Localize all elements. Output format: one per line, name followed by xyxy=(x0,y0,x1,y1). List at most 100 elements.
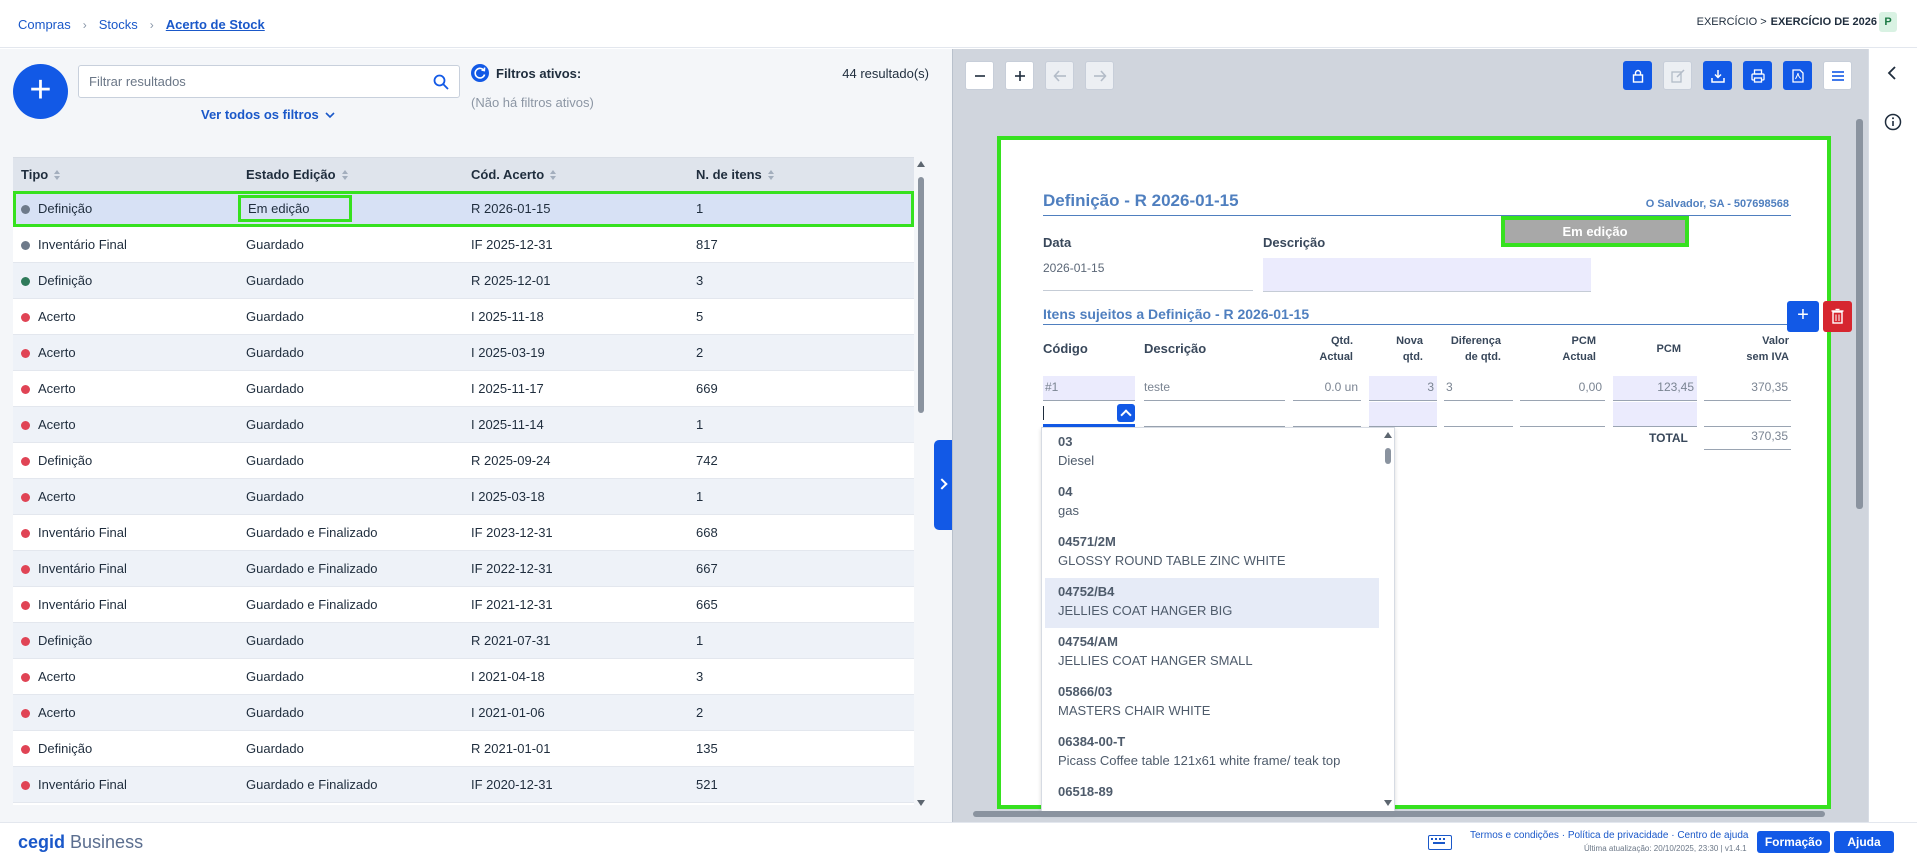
table-row[interactable]: Definição Guardado R 2025-12-01 3 xyxy=(13,263,914,299)
table-row[interactable]: Inventário Final Guardado IF 2025-12-31 817 xyxy=(13,227,914,263)
dropdown-option[interactable]: 06518-89 xyxy=(1045,778,1379,812)
pdf-button[interactable] xyxy=(1783,61,1812,90)
scroll-thumb[interactable] xyxy=(1856,119,1863,509)
add-line-button[interactable]: + xyxy=(1787,301,1819,332)
scroll-up-icon[interactable] xyxy=(917,161,925,167)
scroll-thumb[interactable] xyxy=(918,177,924,413)
all-filters-link[interactable]: Ver todos os filtros xyxy=(201,107,335,122)
cell-tipo-text: Acerto xyxy=(38,381,76,396)
dropdown-scrollbar[interactable] xyxy=(1384,432,1392,806)
table-row[interactable]: Acerto Guardado I 2025-11-18 5 xyxy=(13,299,914,335)
cell-tipo-text: Acerto xyxy=(38,417,76,432)
table-row[interactable]: Definição Guardado R 2021-01-01 135 xyxy=(13,731,914,767)
refresh-icon[interactable] xyxy=(471,64,489,82)
search-input[interactable] xyxy=(79,66,419,97)
col-qtd-actual: Qtd. Actual xyxy=(1293,333,1353,365)
new-line-code-input[interactable] xyxy=(1043,402,1135,427)
dropdown-option[interactable]: 06384-00-T Picass Coffee table 121x61 whi… xyxy=(1045,728,1379,778)
line-nova-qtd[interactable]: 3 xyxy=(1369,376,1437,401)
table-row[interactable]: Definição Guardado R 2025-09-24 742 xyxy=(13,443,914,479)
table-row[interactable]: Inventário Final Guardado e Finalizado IF … xyxy=(13,587,914,623)
table-row[interactable]: Acerto Guardado I 2025-03-18 1 xyxy=(13,479,914,515)
dropdown-option[interactable]: 04571/2M GLOSSY ROUND TABLE ZINC WHITE xyxy=(1045,528,1379,578)
line-codigo[interactable]: #1 xyxy=(1043,376,1135,401)
breadcrumb-compras[interactable]: Compras xyxy=(18,17,71,32)
column-header-n-itens[interactable]: N. de itens xyxy=(688,167,914,182)
chevron-left-icon[interactable] xyxy=(1886,66,1898,83)
data-value[interactable]: 2026-01-15 xyxy=(1043,261,1105,275)
table-row[interactable]: Inventário Final Guardado e Finalizado IF … xyxy=(13,551,914,587)
cell-n-itens: 817 xyxy=(688,237,914,252)
status-button[interactable]: Em edição xyxy=(1501,216,1689,247)
scroll-thumb[interactable] xyxy=(1385,448,1391,464)
edit-button[interactable] xyxy=(1663,61,1692,90)
zoom-out-button[interactable] xyxy=(965,61,994,90)
new-line-pcm[interactable] xyxy=(1613,402,1697,427)
table-row[interactable]: Acerto Guardado I 2021-01-06 2 xyxy=(13,695,914,731)
next-button[interactable] xyxy=(1085,61,1114,90)
document-vscroll[interactable] xyxy=(1856,104,1864,804)
document-hscroll[interactable] xyxy=(959,810,1854,818)
side-rail xyxy=(1868,49,1917,822)
no-filters-text: (Não há filtros ativos) xyxy=(471,95,594,110)
dropdown-option[interactable]: 04 gas xyxy=(1045,478,1379,528)
brand-logo: cegid Business xyxy=(18,832,143,853)
table-row[interactable]: Inventário Final Guardado e Finalizado IF … xyxy=(13,515,914,551)
table-row[interactable]: Acerto Guardado I 2025-11-17 669 xyxy=(13,371,914,407)
dropdown-option[interactable]: 04754/AM JELLIES COAT HANGER SMALL xyxy=(1045,628,1379,678)
breadcrumb-stocks[interactable]: Stocks xyxy=(98,17,138,32)
print-button[interactable] xyxy=(1743,61,1772,90)
column-header-estado[interactable]: Estado Edição xyxy=(238,167,463,182)
dropdown-option[interactable]: 04752/B4 JELLIES COAT HANGER BIG xyxy=(1045,578,1379,628)
keyboard-icon[interactable] xyxy=(1428,835,1452,850)
chevron-up-icon[interactable] xyxy=(1117,404,1135,422)
download-button[interactable] xyxy=(1703,61,1732,90)
cell-n-itens: 5 xyxy=(688,309,914,324)
dropdown-option[interactable]: 05866/03 MASTERS CHAIR WHITE xyxy=(1045,678,1379,728)
cell-codigo: I 2025-11-14 xyxy=(463,417,688,432)
exercise-selector[interactable]: EXERCÍCIO > EXERCÍCIO DE 2026 xyxy=(1697,16,1877,28)
title-divider xyxy=(1043,215,1791,216)
search-icon[interactable] xyxy=(433,74,449,93)
line-valor: 370,35 xyxy=(1704,376,1791,401)
scroll-up-icon[interactable] xyxy=(1384,432,1392,438)
menu-button[interactable] xyxy=(1823,61,1852,90)
collapse-panel-button[interactable] xyxy=(934,440,952,530)
formacao-button[interactable]: Formação xyxy=(1757,831,1830,853)
dropdown-option[interactable]: 03 Diesel xyxy=(1045,428,1379,478)
scroll-down-icon[interactable] xyxy=(917,800,925,806)
table-row[interactable]: Definição Em edição R 2026-01-15 1 xyxy=(13,191,914,227)
cell-n-itens-text: 669 xyxy=(696,381,718,396)
column-header-tipo[interactable]: Tipo xyxy=(13,167,238,182)
breadcrumb-current[interactable]: Acerto de Stock xyxy=(165,17,265,32)
info-icon[interactable] xyxy=(1884,113,1902,134)
cell-tipo-text: Acerto xyxy=(38,345,76,360)
new-line-descricao[interactable] xyxy=(1144,402,1285,427)
scroll-down-icon[interactable] xyxy=(1384,800,1392,806)
delete-line-button[interactable] xyxy=(1823,301,1852,332)
cell-codigo-text: IF 2021-12-31 xyxy=(471,597,553,612)
line-descricao[interactable]: teste xyxy=(1144,376,1285,401)
table-row[interactable]: Acerto Guardado I 2025-11-14 1 xyxy=(13,407,914,443)
scroll-thumb[interactable] xyxy=(973,811,1825,817)
table-row[interactable]: Definição Guardado R 2021-07-31 1 xyxy=(13,623,914,659)
table-row[interactable]: Inventário Final Guardado e Finalizado IF … xyxy=(13,767,914,803)
cell-estado: Guardado xyxy=(238,741,463,756)
line-pcm[interactable]: 123,45 xyxy=(1613,376,1697,401)
table-row[interactable]: Acerto Guardado I 2021-04-18 3 xyxy=(13,659,914,695)
footer-links[interactable]: Termos e condições · Política de privaci… xyxy=(1470,830,1749,841)
cell-codigo: I 2025-11-18 xyxy=(463,309,688,324)
list-scrollbar[interactable] xyxy=(917,161,925,806)
profile-badge[interactable]: P xyxy=(1879,12,1897,32)
lock-button[interactable] xyxy=(1623,61,1652,90)
previous-button[interactable] xyxy=(1045,61,1074,90)
zoom-in-button[interactable] xyxy=(1005,61,1034,90)
new-button[interactable]: + xyxy=(13,64,68,119)
descricao-field[interactable] xyxy=(1263,258,1591,292)
table-row[interactable]: Acerto Guardado I 2025-03-19 2 xyxy=(13,335,914,371)
ajuda-button[interactable]: Ajuda xyxy=(1834,831,1894,853)
cell-tipo: Inventário Final xyxy=(13,561,238,576)
column-header-codigo[interactable]: Cód. Acerto xyxy=(463,167,688,182)
new-line-nova-qtd[interactable] xyxy=(1369,402,1437,427)
cell-n-itens-text: 521 xyxy=(696,777,718,792)
